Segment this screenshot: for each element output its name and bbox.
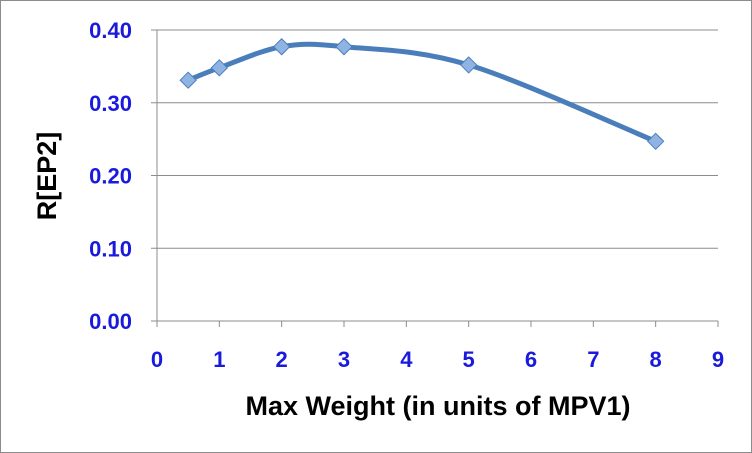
data-point-marker — [459, 56, 478, 74]
x-tick-label: 0 — [151, 347, 163, 372]
x-axis-title: Max Weight (in units of MPV1) — [245, 391, 630, 421]
x-tick-label: 7 — [587, 347, 599, 372]
x-tick-label: 3 — [338, 347, 350, 372]
data-point-marker — [335, 38, 353, 56]
x-tick-label: 1 — [213, 347, 225, 372]
y-axis-ticks: 0.00 0.10 0.20 0.30 0.40 — [89, 18, 157, 334]
data-point-marker — [646, 132, 665, 151]
x-tick-label: 5 — [463, 347, 475, 372]
data-point-marker — [210, 59, 229, 77]
x-tick-label: 8 — [650, 347, 662, 372]
x-tick-label: 4 — [400, 347, 413, 372]
y-axis-title: R[EP2] — [32, 132, 62, 221]
x-tick-label: 9 — [712, 347, 724, 372]
data-point-marker — [272, 38, 291, 56]
x-axis-ticks: 0 1 2 3 4 5 6 7 8 9 — [151, 321, 724, 372]
series-group — [179, 38, 665, 151]
gridlines — [157, 29, 718, 249]
y-tick-label: 0.20 — [89, 164, 132, 189]
y-tick-label: 0.00 — [89, 309, 132, 334]
data-point-marker — [179, 71, 197, 89]
y-tick-label: 0.10 — [89, 236, 132, 261]
y-tick-label: 0.30 — [89, 91, 132, 116]
y-tick-label: 0.40 — [89, 18, 132, 43]
x-tick-label: 6 — [525, 347, 537, 372]
x-tick-label: 2 — [276, 347, 288, 372]
